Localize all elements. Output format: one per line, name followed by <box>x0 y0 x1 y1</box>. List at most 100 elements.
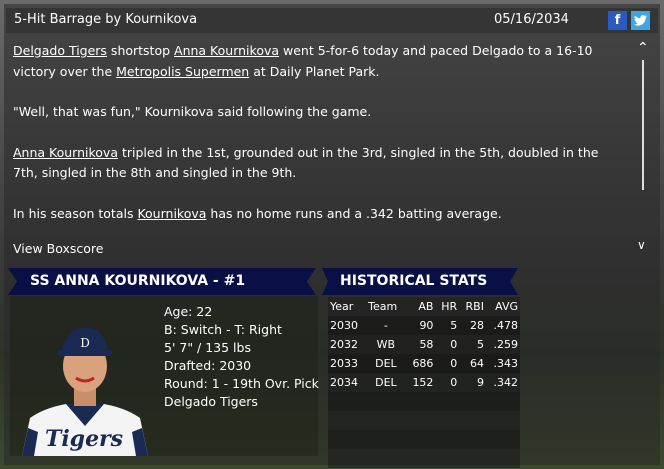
table-cell <box>435 392 460 411</box>
article-header: 5-Hit Barrage by Kournikova 05/16/2034 f <box>6 8 658 33</box>
table-row <box>328 392 520 411</box>
table-cell: 9 <box>459 373 486 392</box>
table-row: 2034 DEL 152 0 9.342 <box>328 373 520 392</box>
player-height-weight: 5' 7" / 135 lbs <box>164 340 251 355</box>
table-cell <box>328 411 367 430</box>
player-link[interactable]: Anna Kournikova <box>174 43 280 58</box>
table-header: Year Team AB HR RBI AVG <box>328 297 520 316</box>
table-cell <box>328 449 367 468</box>
article-body: Delgado Tigers shortstop Anna Kournikova… <box>13 41 623 244</box>
table-cell: 28 <box>459 316 486 335</box>
paragraph: "Well, that was fun," Kournikova said fo… <box>13 104 372 119</box>
table-row <box>328 449 520 468</box>
table-cell <box>366 430 406 449</box>
col-year: Year <box>328 297 367 316</box>
cap-logo: D <box>80 336 90 350</box>
table-cell <box>435 430 460 449</box>
facebook-icon: f <box>614 13 621 28</box>
table-cell: 64 <box>459 354 486 373</box>
table-cell <box>485 392 520 411</box>
jersey-text: Tigers <box>45 426 123 452</box>
table-cell <box>485 430 520 449</box>
table-cell <box>435 449 460 468</box>
table-row: 2030-90 5 28.478 <box>328 316 520 335</box>
table-cell <box>405 430 436 449</box>
player-info: Age: 22 B: Switch - T: Right 5' 7" / 135… <box>164 303 319 411</box>
twitter-share-button[interactable] <box>631 11 650 30</box>
table-row <box>328 411 520 430</box>
facebook-share-button[interactable]: f <box>608 11 627 30</box>
text: shortstop <box>106 43 175 58</box>
col-rbi: RBI <box>459 297 486 316</box>
player-age: Age: 22 <box>164 304 213 319</box>
paragraph: In his season totals Kournikova has no h… <box>13 204 623 225</box>
table-cell: 2034 <box>328 373 367 392</box>
col-ab: AB <box>405 297 436 316</box>
twitter-icon <box>634 15 647 26</box>
table-cell: - <box>366 316 406 335</box>
table-cell <box>328 392 367 411</box>
table-cell: 0 <box>435 335 460 354</box>
table-cell: .478 <box>485 316 520 335</box>
table-cell: 2032 <box>328 335 367 354</box>
text: has no home runs and a .342 batting aver… <box>206 205 502 221</box>
player-link[interactable]: Kournikova <box>137 205 207 221</box>
table-cell: 2033 <box>328 354 367 373</box>
team-link[interactable]: Delgado Tigers <box>13 43 107 58</box>
table-row: 2033 DEL 686 0 64.343 <box>328 354 520 373</box>
team-link[interactable]: Metropolis Supermen <box>116 63 250 79</box>
col-team: Team <box>366 297 406 316</box>
scroll-up-icon[interactable]: ⌃ <box>637 40 649 56</box>
table-cell <box>366 449 406 468</box>
col-hr: HR <box>435 297 460 316</box>
paragraph: Delgado Tigers shortstop Anna Kournikova… <box>13 41 623 82</box>
text: In his season totals <box>13 205 138 221</box>
scroll-down-icon[interactable]: ∨ <box>637 238 646 252</box>
historical-stats-table: Year Team AB HR RBI AVG 2030-90 5 28.478 20… <box>328 297 520 468</box>
table-cell <box>405 392 436 411</box>
view-boxscore-link[interactable]: View Boxscore <box>13 241 104 256</box>
paragraph: Anna Kournikova tripled in the 1st, grou… <box>13 143 623 184</box>
player-portrait: D Tigers <box>22 328 148 456</box>
table-cell: 5 <box>435 316 460 335</box>
table-cell <box>366 411 406 430</box>
table-cell: 5 <box>459 335 486 354</box>
table-cell: 0 <box>435 373 460 392</box>
col-avg: AVG <box>485 297 520 316</box>
article-title: 5-Hit Barrage by Kournikova <box>14 12 198 27</box>
text: tripled in the 1st, grounded out in the … <box>13 144 599 181</box>
player-link[interactable]: Anna Kournikova <box>13 144 118 160</box>
player-banner: SS ANNA KOURNIKOVA - #1 <box>8 268 316 295</box>
table-cell <box>459 449 486 468</box>
historical-stats-banner: HISTORICAL STATS <box>322 268 518 295</box>
table-cell: 686 <box>405 354 436 373</box>
table-row <box>328 430 520 449</box>
table-cell: 0 <box>435 354 460 373</box>
table-cell <box>405 449 436 468</box>
table-cell: DEL <box>366 373 406 392</box>
table-cell <box>435 411 460 430</box>
text: went 5-for-6 today and paced Delgado to … <box>13 43 593 79</box>
table-cell: 90 <box>405 316 436 335</box>
table-cell: .343 <box>485 354 520 373</box>
table-cell <box>459 430 486 449</box>
table-cell: DEL <box>366 354 406 373</box>
table-row: 2032 WB 58 0 5.259 <box>328 335 520 354</box>
player-team: Delgado Tigers <box>164 394 258 409</box>
table-cell: .259 <box>485 335 520 354</box>
table-cell: .342 <box>485 373 520 392</box>
article-date: 05/16/2034 <box>494 12 569 27</box>
table-cell: 152 <box>405 373 436 392</box>
table-cell <box>366 392 406 411</box>
table-cell <box>459 411 486 430</box>
table-cell <box>405 411 436 430</box>
table-cell <box>485 449 520 468</box>
text: at Daily Planet Park. <box>249 63 380 79</box>
table-cell: 58 <box>405 335 436 354</box>
player-draft-round: Round: 1 - 19th Ovr. Pick <box>164 376 319 391</box>
player-bats-throws: B: Switch - T: Right <box>164 322 282 337</box>
table-cell: WB <box>366 335 406 354</box>
table-cell <box>485 411 520 430</box>
scrollbar[interactable] <box>642 60 644 190</box>
table-cell <box>459 392 486 411</box>
